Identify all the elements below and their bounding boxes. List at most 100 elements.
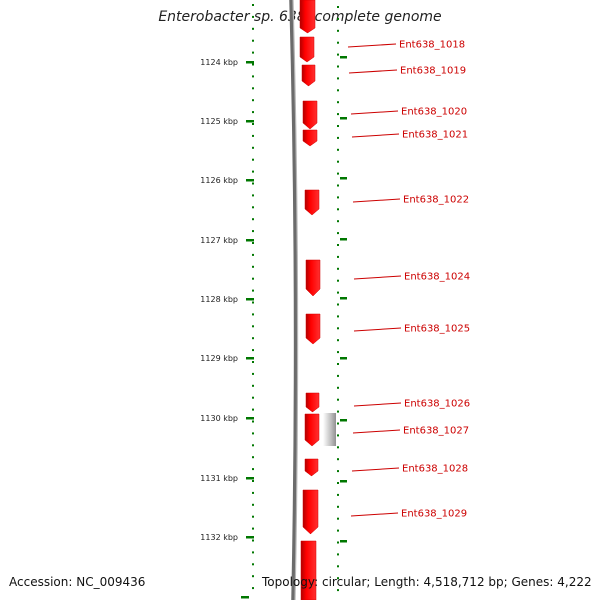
- backbone-highlight: [292, 0, 299, 600]
- gene-track: [299, 0, 336, 600]
- scale-label: 1129 kbp: [200, 354, 238, 363]
- major-tick: [340, 238, 347, 241]
- minor-tick: [252, 39, 254, 42]
- minor-tick: [337, 577, 339, 580]
- gene-arrow: [305, 392, 320, 413]
- minor-tick: [337, 148, 339, 151]
- minor-tick: [337, 160, 339, 163]
- minor-tick: [252, 575, 254, 578]
- major-tick: [246, 417, 254, 420]
- minor-tick: [252, 372, 254, 375]
- scale-label: 1132 kbp: [200, 533, 238, 542]
- gene-leader-line: [352, 429, 401, 434]
- minor-tick: [337, 493, 339, 496]
- gray-feature: [323, 413, 336, 446]
- gene-label: Ent638_1019: [400, 66, 466, 77]
- minor-tick: [337, 363, 339, 365]
- gene-label: Ent638_1027: [403, 426, 469, 437]
- gene-label: Ent638_1024: [404, 272, 470, 283]
- minor-tick: [337, 244, 339, 246]
- major-tick: [340, 357, 347, 360]
- minor-tick: [252, 194, 254, 197]
- minor-tick: [337, 53, 339, 56]
- minor-tick: [337, 339, 339, 342]
- major-tick: [241, 596, 249, 599]
- gene-leader-line: [351, 467, 400, 472]
- minor-tick: [252, 527, 254, 530]
- gene-leader-line: [353, 327, 402, 332]
- minor-tick: [337, 17, 339, 20]
- minor-tick: [252, 337, 254, 340]
- scale-label: 1128 kbp: [200, 295, 238, 304]
- minor-tick: [337, 446, 339, 449]
- minor-tick: [337, 505, 339, 508]
- minor-tick: [337, 470, 339, 473]
- gene-label: Ent638_1022: [403, 195, 469, 206]
- minor-tick: [252, 134, 254, 137]
- gene-leader-line: [353, 275, 402, 280]
- major-tick: [246, 61, 254, 64]
- scale-ticks-right: [337, 6, 347, 592]
- minor-tick: [252, 218, 254, 221]
- minor-tick: [252, 170, 254, 173]
- gene-leader-line: [351, 133, 400, 138]
- major-tick: [340, 177, 347, 180]
- major-tick: [246, 239, 254, 242]
- minor-tick: [252, 515, 254, 518]
- minor-tick: [337, 303, 339, 306]
- backbone-line: [289, 0, 298, 600]
- gene-label: Ent638_1021: [402, 130, 468, 141]
- minor-tick: [252, 277, 254, 280]
- minor-tick: [252, 361, 254, 363]
- scale-label: 1127 kbp: [200, 236, 238, 245]
- minor-tick: [252, 456, 254, 459]
- scale-label: 1124 kbp: [200, 58, 238, 67]
- minor-tick: [252, 63, 254, 66]
- gene-arrow: [304, 413, 320, 447]
- gene-leader-line: [350, 512, 399, 517]
- minor-tick: [252, 15, 254, 18]
- minor-tick: [252, 563, 254, 566]
- gene-label: Ent638_1026: [404, 399, 470, 410]
- gene-leader-line: [348, 69, 398, 74]
- gene-label: Ent638_1025: [404, 324, 470, 335]
- scale-label: 1125 kbp: [200, 117, 238, 126]
- minor-tick: [252, 230, 254, 233]
- minor-tick: [252, 146, 254, 149]
- minor-tick: [337, 6, 339, 8]
- minor-tick: [337, 172, 339, 175]
- minor-tick: [252, 491, 254, 494]
- minor-tick: [337, 208, 339, 211]
- minor-tick: [252, 444, 254, 447]
- minor-tick: [337, 101, 339, 104]
- minor-tick: [337, 77, 339, 80]
- minor-tick: [252, 301, 254, 304]
- minor-tick: [337, 589, 339, 592]
- minor-tick: [252, 87, 254, 90]
- minor-tick: [252, 480, 254, 482]
- minor-tick: [337, 553, 339, 556]
- minor-tick: [337, 291, 339, 294]
- minor-tick: [252, 253, 254, 256]
- minor-tick: [337, 386, 339, 389]
- minor-tick: [252, 551, 254, 554]
- major-tick: [246, 179, 254, 182]
- minor-tick: [252, 539, 254, 542]
- minor-tick: [337, 89, 339, 92]
- minor-tick: [337, 458, 339, 461]
- minor-tick: [252, 289, 254, 292]
- minor-tick: [337, 29, 339, 32]
- gene-arrow: [304, 189, 320, 216]
- minor-tick: [337, 279, 339, 282]
- minor-tick: [337, 255, 339, 258]
- gene-leader-line: [352, 198, 401, 203]
- gene-label: Ent638_1028: [402, 464, 468, 475]
- major-tick: [246, 120, 254, 123]
- gene-label: Ent638_1020: [401, 107, 467, 118]
- minor-tick: [337, 220, 339, 223]
- minor-tick: [252, 468, 254, 471]
- minor-tick: [337, 267, 339, 270]
- accession-text: Accession: NC_009436: [9, 575, 146, 589]
- genome-backbone: [289, 0, 299, 600]
